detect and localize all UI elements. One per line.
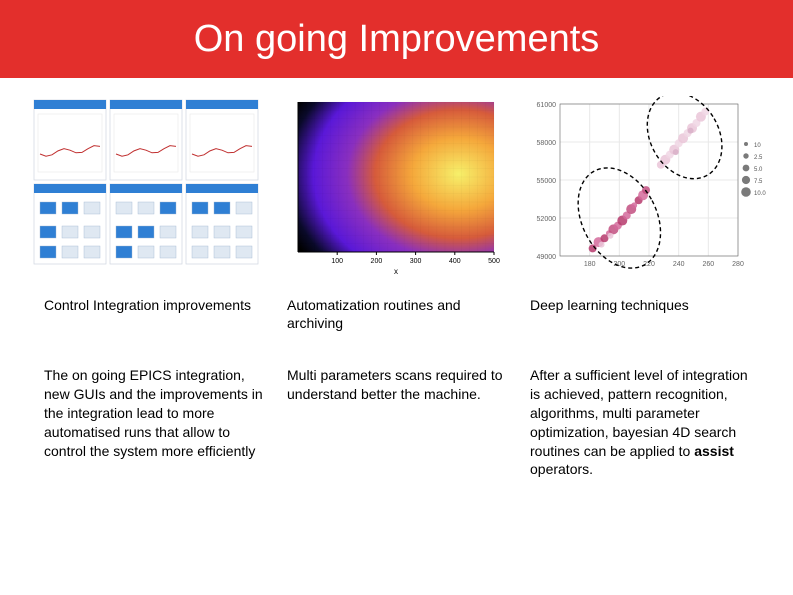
svg-text:5.0: 5.0 bbox=[754, 167, 763, 173]
svg-text:10: 10 bbox=[754, 143, 761, 149]
svg-text:2.5: 2.5 bbox=[754, 155, 763, 161]
svg-text:7.5: 7.5 bbox=[754, 179, 763, 185]
column-3-title: Deep learning techniques bbox=[530, 296, 749, 332]
figure-scatter: 1802002202402602804900052000550005800061… bbox=[518, 96, 768, 280]
svg-text:180: 180 bbox=[584, 261, 596, 268]
svg-text:400: 400 bbox=[449, 258, 461, 265]
column-2-title: Automatization routines and archiving bbox=[287, 296, 506, 332]
column-1: Control Integration improvements The on … bbox=[44, 296, 263, 479]
svg-text:x: x bbox=[394, 267, 398, 276]
column-3: Deep learning techniques After a suffici… bbox=[530, 296, 749, 479]
svg-text:52000: 52000 bbox=[537, 216, 557, 223]
column-1-body: The on going EPICS integration, new GUIs… bbox=[44, 366, 263, 460]
svg-text:61000: 61000 bbox=[537, 102, 557, 109]
svg-text:500: 500 bbox=[488, 258, 500, 265]
svg-text:10.0: 10.0 bbox=[754, 191, 766, 197]
figure-row: 100200300400500x 18020022024026028049000… bbox=[0, 78, 793, 288]
text-columns: Control Integration improvements The on … bbox=[0, 288, 793, 479]
figure-heatmap: 100 200 300 400 500 x bbox=[274, 96, 504, 280]
svg-text:55000: 55000 bbox=[537, 178, 557, 185]
svg-text:280: 280 bbox=[732, 261, 744, 268]
svg-text:49000: 49000 bbox=[537, 254, 557, 261]
column-1-title: Control Integration improvements bbox=[44, 296, 263, 332]
svg-text:58000: 58000 bbox=[537, 140, 557, 147]
svg-text:300: 300 bbox=[410, 258, 422, 265]
column-2-body: Multi parameters scans required to under… bbox=[287, 366, 506, 404]
svg-text:200: 200 bbox=[371, 258, 383, 265]
svg-text:260: 260 bbox=[702, 261, 714, 268]
svg-text:100: 100 bbox=[331, 258, 343, 265]
figure-control-dashboard bbox=[30, 96, 260, 280]
column-3-body: After a sufficient level of integration … bbox=[530, 366, 749, 479]
slide-title: On going Improvements bbox=[194, 18, 600, 61]
slide-header: On going Improvements bbox=[0, 0, 793, 78]
column-2: Automatization routines and archiving Mu… bbox=[287, 296, 506, 479]
svg-text:240: 240 bbox=[673, 261, 685, 268]
